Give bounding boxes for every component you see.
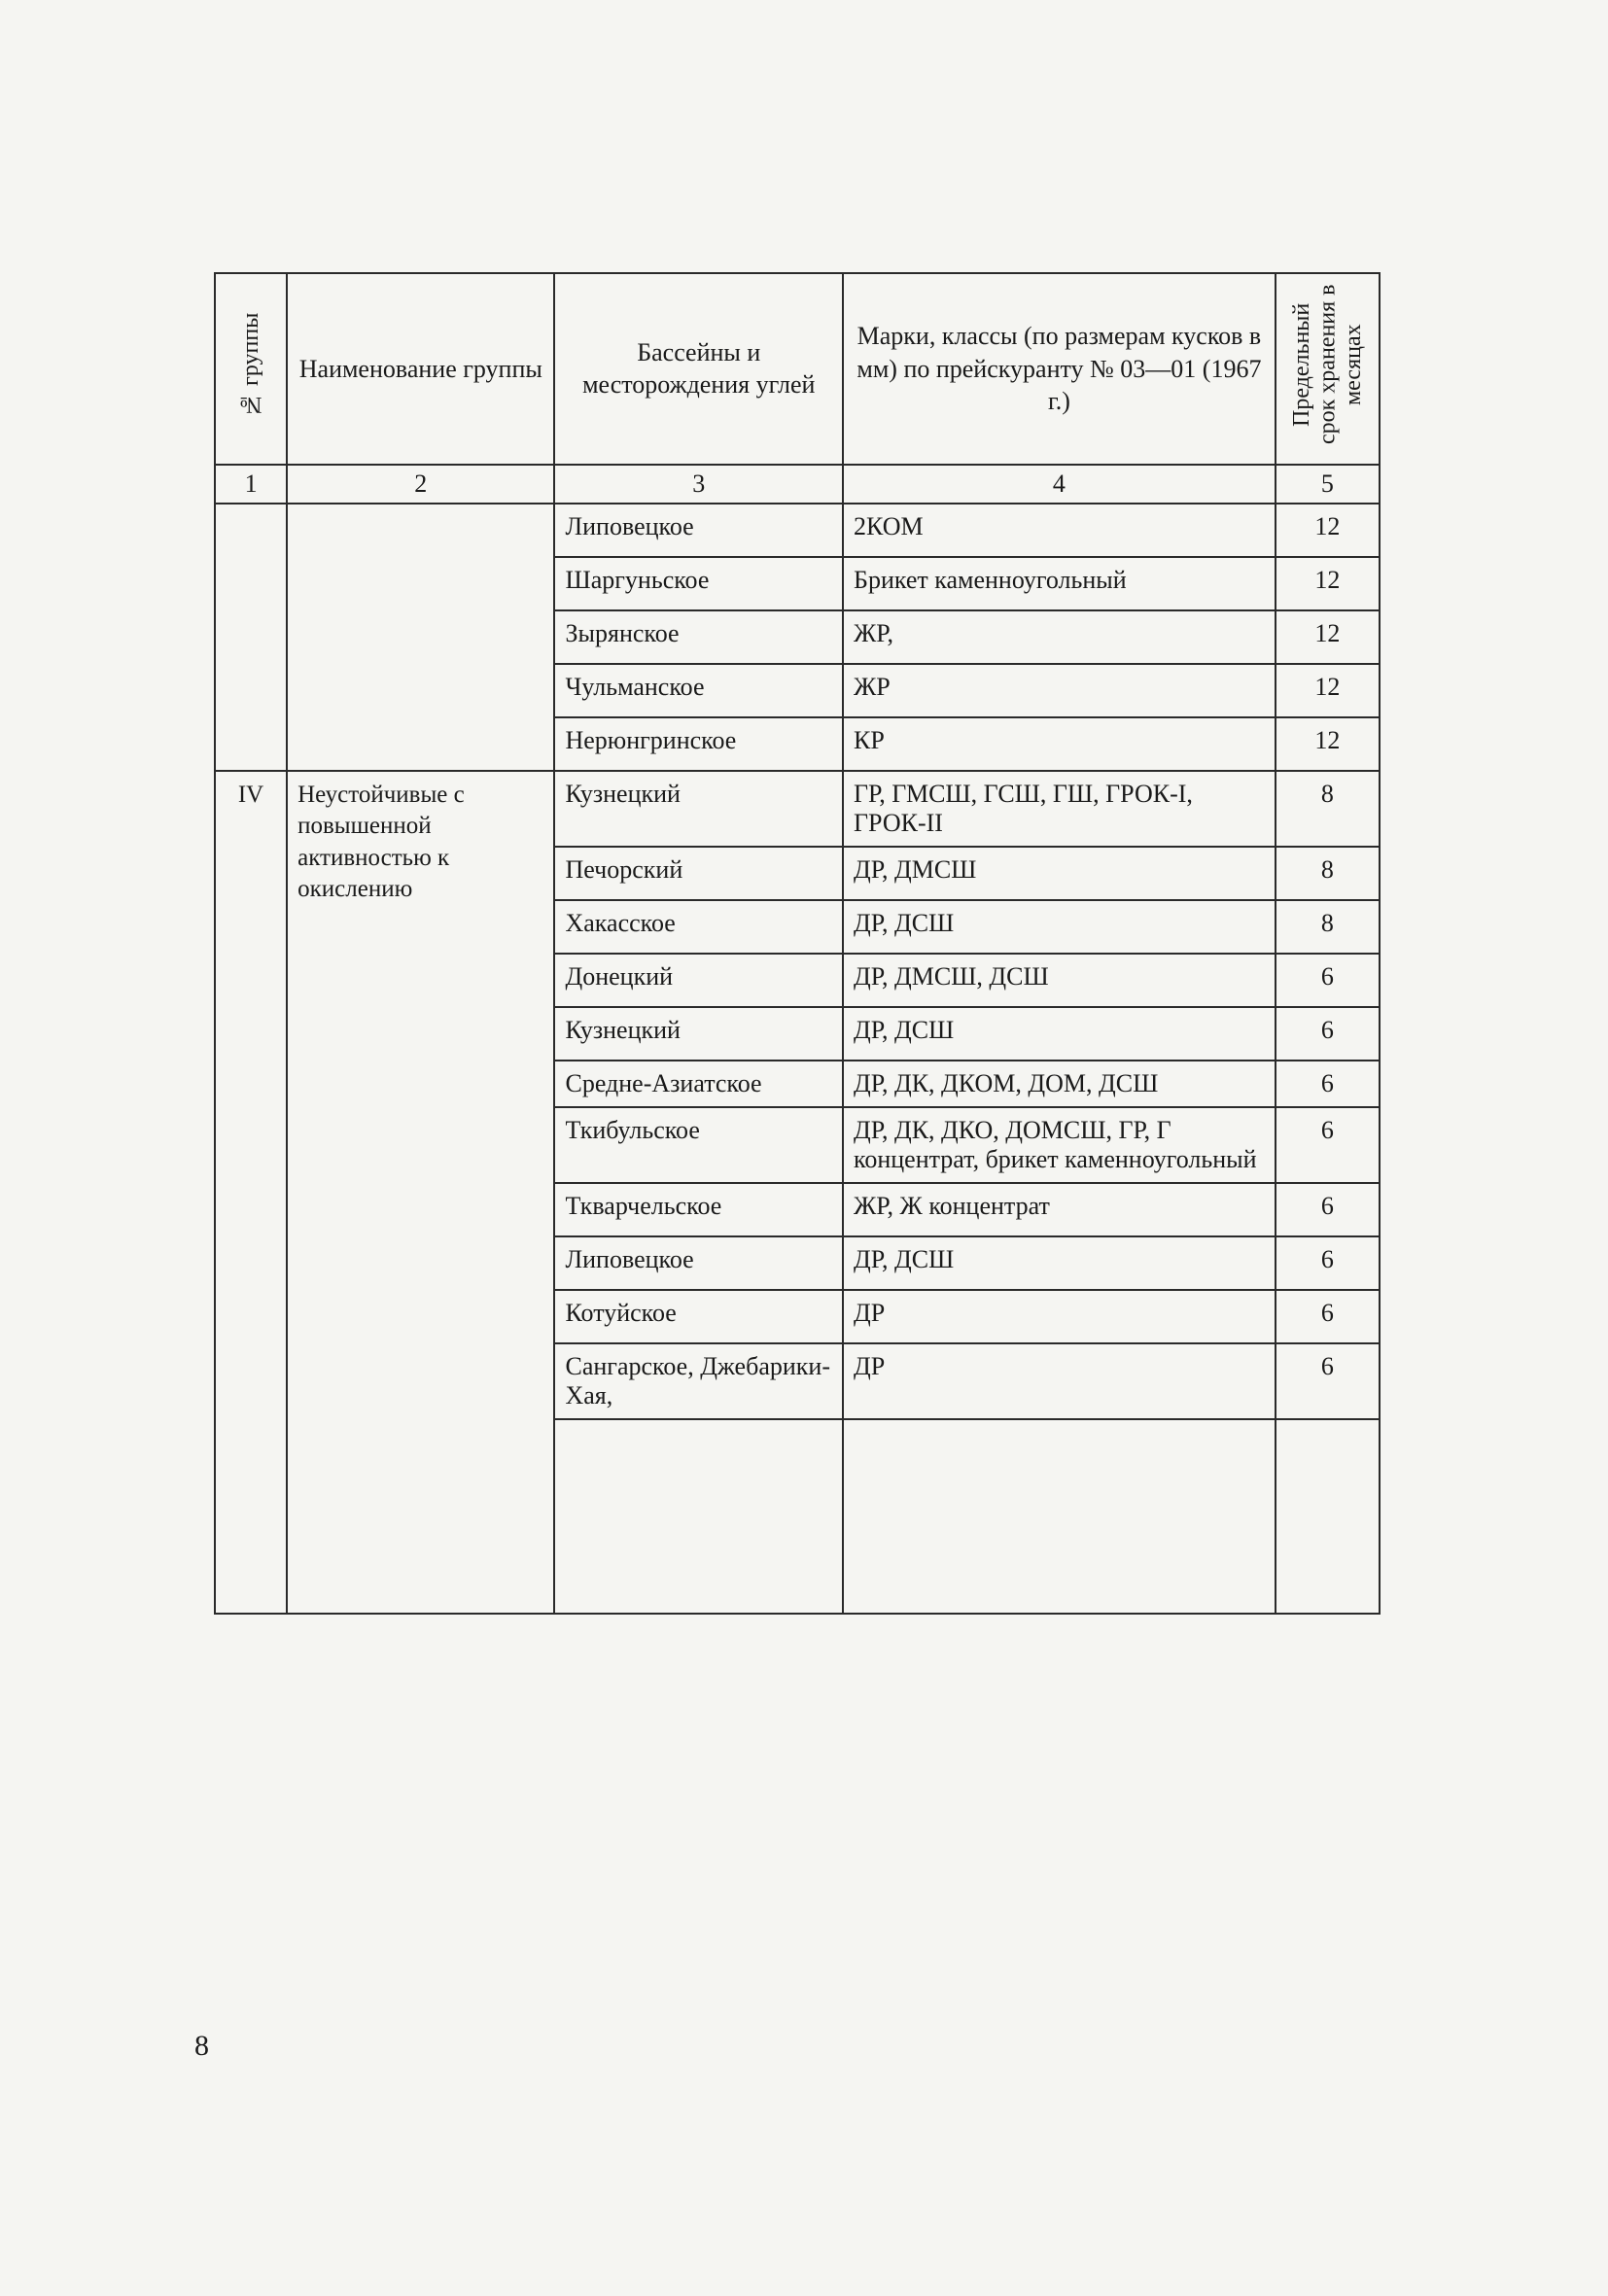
cell-term: 6	[1276, 1183, 1380, 1236]
cell-basin: Ткибульское	[554, 1107, 843, 1183]
page-number: 8	[194, 2030, 209, 2063]
cell-term: 12	[1276, 610, 1380, 664]
cell-marks: Брикет каменноугольный	[843, 557, 1276, 610]
table-subheader-row: 1 2 3 4 5	[215, 465, 1380, 504]
cell-term: 8	[1276, 900, 1380, 954]
cell-term: 12	[1276, 504, 1380, 557]
cell-blank	[554, 1419, 843, 1614]
coal-storage-table: № группы Наименование группы Бассейны и …	[214, 272, 1381, 1615]
cell-group-number: IV	[215, 771, 287, 1614]
subheader-2: 2	[287, 465, 554, 504]
cell-term: 6	[1276, 954, 1380, 1007]
subheader-4: 4	[843, 465, 1276, 504]
cell-marks: ЖР, Ж концентрат	[843, 1183, 1276, 1236]
cell-marks: ДР, ДСШ	[843, 1007, 1276, 1061]
cell-marks: ДР, ДК, ДКО, ДОМСШ, ГР, Г концентрат, бр…	[843, 1107, 1276, 1183]
cell-term: 6	[1276, 1343, 1380, 1419]
table-header-row: № группы Наименование группы Бассейны и …	[215, 273, 1380, 465]
cell-term: 6	[1276, 1236, 1380, 1290]
cell-marks: 2КОМ	[843, 504, 1276, 557]
cell-basin: Хакасское	[554, 900, 843, 954]
subheader-1: 1	[215, 465, 287, 504]
cell-term: 6	[1276, 1290, 1380, 1343]
cell-marks: КР	[843, 717, 1276, 771]
header-marks: Марки, классы (по размерам кусков в мм) …	[843, 273, 1276, 465]
cell-marks: ДР, ДСШ	[843, 900, 1276, 954]
cell-group-number-blank	[215, 504, 287, 771]
cell-term: 6	[1276, 1107, 1380, 1183]
header-group-name: Наименование группы	[287, 273, 554, 465]
cell-basin: Шаргуньское	[554, 557, 843, 610]
cell-marks: ДР, ДМСШ	[843, 847, 1276, 900]
cell-basin: Нерюнгринское	[554, 717, 843, 771]
cell-basin: Печорский	[554, 847, 843, 900]
cell-basin: Липовецкое	[554, 1236, 843, 1290]
cell-basin: Кузнецкий	[554, 1007, 843, 1061]
cell-basin: Ткварчельское	[554, 1183, 843, 1236]
cell-basin: Донецкий	[554, 954, 843, 1007]
cell-marks: ЖР,	[843, 610, 1276, 664]
cell-term: 12	[1276, 717, 1380, 771]
cell-marks: ГР, ГМСШ, ГСШ, ГШ, ГРОК-I, ГРОК-II	[843, 771, 1276, 847]
header-basin: Бассейны и месторождения углей	[554, 273, 843, 465]
page-content: № группы Наименование группы Бассейны и …	[214, 272, 1381, 1615]
table-row: Липовецкое 2КОМ 12	[215, 504, 1380, 557]
cell-marks: ДР, ДСШ	[843, 1236, 1276, 1290]
cell-basin: Кузнецкий	[554, 771, 843, 847]
header-group-number: № группы	[215, 273, 287, 465]
cell-basin: Липовецкое	[554, 504, 843, 557]
cell-blank	[843, 1419, 1276, 1614]
cell-term: 12	[1276, 557, 1380, 610]
header-col5-text: Предельный срок хранения в месяцах	[1289, 282, 1366, 447]
subheader-3: 3	[554, 465, 843, 504]
cell-term: 8	[1276, 771, 1380, 847]
cell-term: 6	[1276, 1061, 1380, 1107]
cell-basin: Котуйское	[554, 1290, 843, 1343]
header-storage-term: Предельный срок хранения в месяцах	[1276, 273, 1380, 465]
cell-basin: Средне-Азиатское	[554, 1061, 843, 1107]
cell-term: 6	[1276, 1007, 1380, 1061]
cell-basin: Чульманское	[554, 664, 843, 717]
cell-group-name: Неустойчивые с повышенной активностью к …	[287, 771, 554, 1614]
cell-marks: ДР, ДМСШ, ДСШ	[843, 954, 1276, 1007]
cell-term: 8	[1276, 847, 1380, 900]
cell-blank	[1276, 1419, 1380, 1614]
cell-group-name-blank	[287, 504, 554, 771]
cell-basin: Зырянское	[554, 610, 843, 664]
cell-marks: ДР	[843, 1343, 1276, 1419]
cell-marks: ДР	[843, 1290, 1276, 1343]
cell-marks: ДР, ДК, ДКОМ, ДОМ, ДСШ	[843, 1061, 1276, 1107]
cell-marks: ЖР	[843, 664, 1276, 717]
cell-term: 12	[1276, 664, 1380, 717]
cell-basin: Сангарское, Джебарики-Хая,	[554, 1343, 843, 1419]
header-col1-text: № группы	[238, 282, 263, 447]
subheader-5: 5	[1276, 465, 1380, 504]
table-row: IV Неустойчивые с повышенной активностью…	[215, 771, 1380, 847]
